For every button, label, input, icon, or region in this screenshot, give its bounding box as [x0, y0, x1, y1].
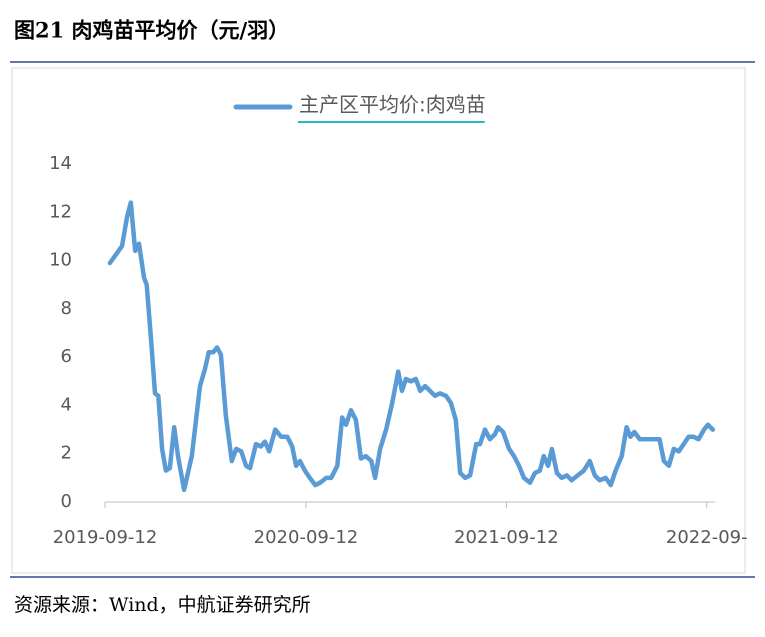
y-tick-label: 2: [61, 443, 72, 464]
y-tick-label: 14: [49, 153, 72, 174]
chart-title: 图21 肉鸡苗平均价（元/羽）: [14, 18, 289, 43]
x-tick-label: 2022-09-: [666, 527, 748, 548]
y-tick-label: 0: [61, 491, 72, 512]
y-tick-label: 8: [61, 298, 72, 319]
y-tick-label: 10: [49, 250, 72, 271]
data-line: [107, 200, 716, 493]
y-tick-label: 12: [49, 201, 72, 222]
x-tick-label: 2020-09-12: [254, 527, 359, 548]
source: 资源来源：Wind，中航证券研究所: [14, 594, 311, 616]
x-tick-label: 2021-09-12: [454, 527, 559, 548]
x-tick-label: 2019-09-12: [53, 527, 158, 548]
chart-frame: [11, 67, 746, 574]
y-tick-label: 6: [61, 346, 72, 367]
legend-label: 主产区平均价:肉鸡苗: [299, 93, 486, 117]
y-tick-label: 4: [61, 394, 72, 415]
